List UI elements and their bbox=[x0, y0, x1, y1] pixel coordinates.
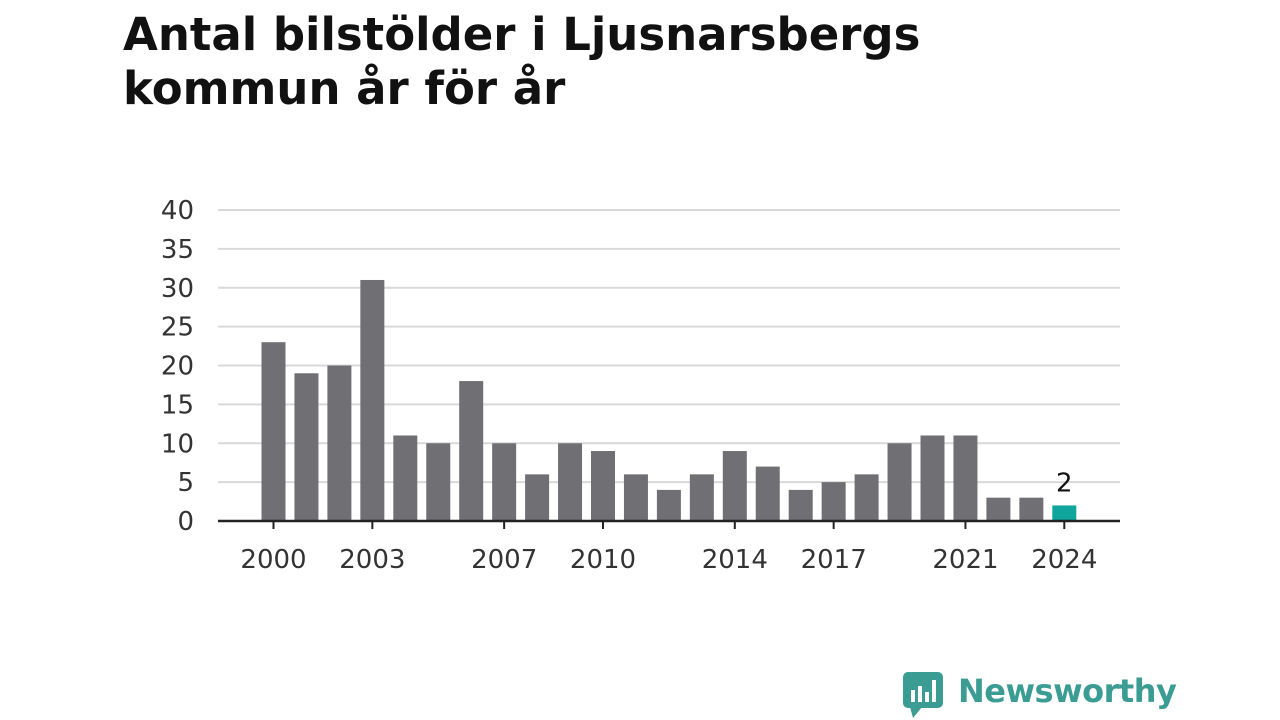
bar-2023 bbox=[1019, 497, 1044, 521]
x-tick-label: 2017 bbox=[801, 545, 867, 575]
y-tick-label: 35 bbox=[161, 235, 194, 265]
brand-name: Newsworthy bbox=[958, 672, 1177, 710]
chart-title: Antal bilstölder i Ljusnarsbergs kommun … bbox=[123, 8, 921, 115]
newsworthy-logo-icon bbox=[903, 672, 943, 718]
bar-2011 bbox=[623, 474, 648, 521]
bar-2012 bbox=[656, 489, 681, 521]
bar-2001 bbox=[294, 373, 319, 521]
y-tick-label: 15 bbox=[161, 390, 194, 420]
bar-2015 bbox=[755, 466, 780, 521]
y-tick-label: 20 bbox=[161, 352, 194, 382]
bar-chart: 0 5 10 15 20 25 30 35 40 2 2000 2003 2007 2010 2014 201… bbox=[161, 196, 1120, 575]
bar-2019 bbox=[887, 443, 912, 521]
bar-2002 bbox=[327, 365, 352, 521]
bar-2020 bbox=[920, 435, 945, 521]
bar-2006 bbox=[459, 381, 484, 521]
bar-2007 bbox=[492, 443, 517, 521]
bar-2022 bbox=[986, 497, 1011, 521]
bar-2021 bbox=[953, 435, 978, 521]
x-tick-label: 2024 bbox=[1031, 545, 1097, 575]
x-tick-label: 2014 bbox=[702, 545, 768, 575]
bar-2013 bbox=[689, 474, 714, 521]
bar-2009 bbox=[558, 443, 583, 521]
bar-2004 bbox=[393, 435, 418, 521]
bar-2017 bbox=[821, 482, 846, 521]
bar-2010 bbox=[591, 451, 615, 521]
y-tick-label: 25 bbox=[161, 313, 194, 343]
bar-2008 bbox=[525, 474, 550, 521]
y-tick-label: 10 bbox=[161, 429, 194, 459]
bar-2000 bbox=[261, 342, 286, 521]
bar-2018 bbox=[854, 474, 879, 521]
y-tick-label: 40 bbox=[161, 196, 194, 226]
bar-2016 bbox=[788, 489, 813, 521]
x-tick-label: 2021 bbox=[932, 545, 998, 575]
x-tick-label: 2010 bbox=[570, 545, 636, 575]
x-tick-label: 2000 bbox=[240, 545, 306, 575]
y-tick-label: 30 bbox=[161, 274, 194, 304]
x-tick-label: 2007 bbox=[471, 545, 537, 575]
bar-2003 bbox=[360, 279, 385, 521]
bar-2024 bbox=[1052, 505, 1077, 521]
y-tick-label: 5 bbox=[177, 468, 194, 498]
bar-2005 bbox=[426, 443, 451, 521]
bar-2014 bbox=[722, 451, 747, 521]
x-tick-label: 2003 bbox=[339, 545, 405, 575]
data-label: 2 bbox=[1056, 468, 1073, 498]
brand-logo[interactable]: Newsworthy bbox=[902, 670, 1177, 720]
y-tick-label: 0 bbox=[177, 507, 194, 537]
